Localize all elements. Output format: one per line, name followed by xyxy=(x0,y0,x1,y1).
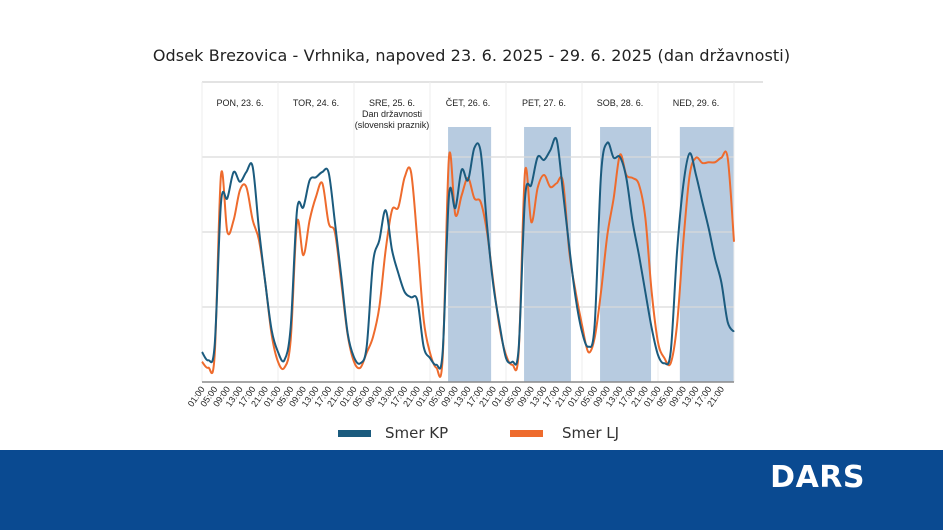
chart-title: Odsek Brezovica - Vrhnika, napoved 23. 6… xyxy=(152,46,791,65)
legend-swatch-lj xyxy=(510,429,543,437)
weekend-highlight-band xyxy=(600,127,652,382)
day-header-label: PET, 27. 6. xyxy=(522,98,566,108)
legend-swatch-kp xyxy=(338,429,371,437)
legend-item-kp: Smer KP xyxy=(338,424,448,442)
series-line-smer-lj xyxy=(201,150,735,378)
footer-bar: DARS xyxy=(0,450,943,530)
day-header-label: TOR, 24. 6. xyxy=(293,98,339,108)
series-line-smer-kp xyxy=(201,136,735,370)
day-header-label: NED, 29. 6. xyxy=(673,98,720,108)
day-header-label: SOB, 28. 6. xyxy=(597,98,644,108)
legend-label-lj: Smer LJ xyxy=(562,424,620,442)
weekend-highlight-band xyxy=(679,127,734,382)
chart-plot: PON, 23. 6. TOR, 24. 6. SRE, 25. 6.Dan drž… xyxy=(186,81,763,409)
weekend-highlight-band xyxy=(524,127,571,382)
day-header-label: PON, 23. 6. xyxy=(216,98,263,108)
day-header-label: SRE, 25. 6. xyxy=(369,98,415,108)
day-header-label: ČET, 26. 6. xyxy=(446,98,491,108)
day-header-label: Dan državnosti xyxy=(362,109,422,119)
day-header-label: (slovenski praznik) xyxy=(355,120,430,130)
weekend-highlight-band xyxy=(448,127,492,382)
dars-logo: DARS xyxy=(770,460,865,495)
legend-label-kp: Smer KP xyxy=(385,424,449,442)
legend-item-lj: Smer LJ xyxy=(510,424,619,442)
